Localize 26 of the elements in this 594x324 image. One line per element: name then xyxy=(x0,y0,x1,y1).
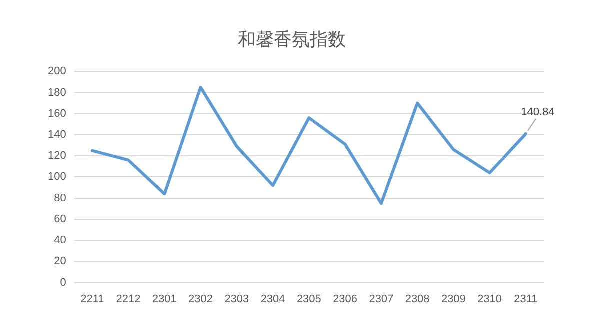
y-tick-label: 0 xyxy=(60,276,66,289)
x-tick-label: 2301 xyxy=(152,293,177,306)
y-tick-label: 160 xyxy=(48,108,66,120)
chart-title: 和馨香氛指数 xyxy=(238,29,346,50)
y-tick-label: 100 xyxy=(48,171,66,184)
x-tick-label: 2302 xyxy=(188,293,214,306)
y-tick-label: 140 xyxy=(48,128,66,141)
x-tick-label: 2308 xyxy=(405,293,430,306)
y-tick-label: 200 xyxy=(48,66,66,78)
x-tick-label: 2311 xyxy=(514,293,538,306)
y-tick-label: 180 xyxy=(48,86,66,99)
x-tick-label: 2304 xyxy=(260,293,286,306)
x-tick-label: 2309 xyxy=(441,293,466,306)
x-tick-label: 2305 xyxy=(296,293,322,306)
x-tick-label: 2211 xyxy=(80,293,104,306)
x-tick-label: 2212 xyxy=(116,293,141,306)
y-tick-label: 20 xyxy=(54,256,66,268)
y-tick-label: 80 xyxy=(54,192,66,204)
x-tick-label: 2306 xyxy=(333,293,358,306)
x-tick-label: 2310 xyxy=(478,293,502,306)
data-label: 140.84 xyxy=(521,106,555,119)
x-tick-label: 2303 xyxy=(224,293,250,306)
y-tick-label: 60 xyxy=(54,213,66,226)
y-tick-label: 120 xyxy=(48,150,66,162)
y-tick-label: 40 xyxy=(54,234,66,247)
x-tick-label: 2307 xyxy=(369,293,394,306)
